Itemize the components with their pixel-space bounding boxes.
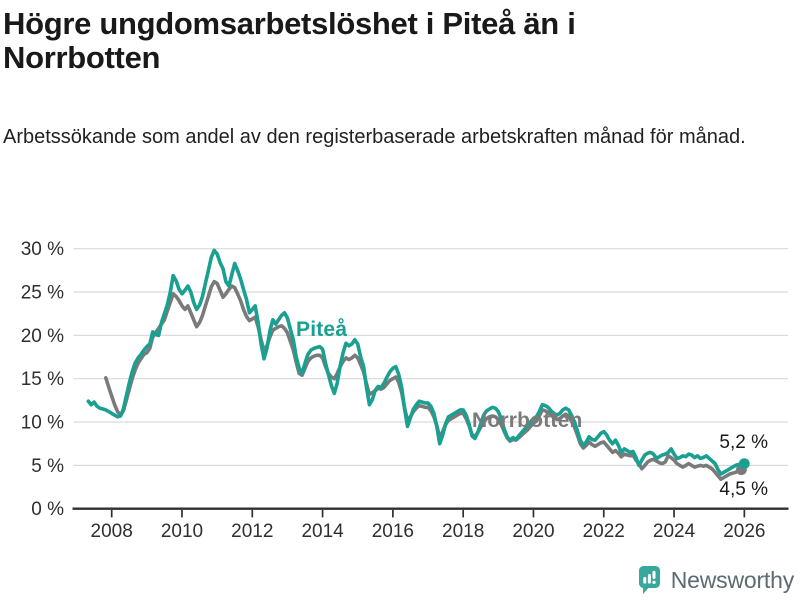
bar-chart-speech-bubble-icon [638,566,660,594]
y-tick-label: 20 % [21,326,64,347]
end-dot-piteå [738,458,750,469]
page-subtitle: Arbetssökande som andel av den registerb… [3,126,746,148]
series-line-piteå [86,248,747,476]
x-tick-label: 2016 [372,521,414,542]
x-tick-label: 2010 [161,521,203,542]
x-tick-label: 2020 [512,521,554,542]
brand-name: Newsworthy [670,567,794,593]
y-tick-label: 30 % [21,239,64,260]
series-label-norrbotten: Norrbotten [472,409,583,432]
y-tick-label: 15 % [21,369,64,390]
x-tick-label: 2024 [653,521,696,542]
x-tick-label: 2018 [442,521,484,542]
page-title: Högre ungdomsarbetslöshet i Piteå än i N… [3,6,576,75]
end-value-pitea: 5,2 % [719,432,768,453]
y-tick-label: 0 % [31,499,64,520]
x-tick-label: 2012 [231,521,273,542]
series-line-norrbotten [104,279,744,482]
series-label-pitea: Piteå [296,318,348,341]
newsworthy-logo: Newsworthy [638,566,794,595]
x-tick-label: 2026 [723,521,765,542]
y-tick-label: 25 % [21,283,64,304]
y-tick-label: 10 % [21,413,64,434]
x-tick-label: 2014 [301,521,344,542]
y-tick-label: 5 % [31,456,64,477]
x-tick-label: 2022 [583,521,625,542]
end-value-norrbotten: 4,5 % [719,479,768,500]
x-tick-label: 2008 [91,521,133,542]
